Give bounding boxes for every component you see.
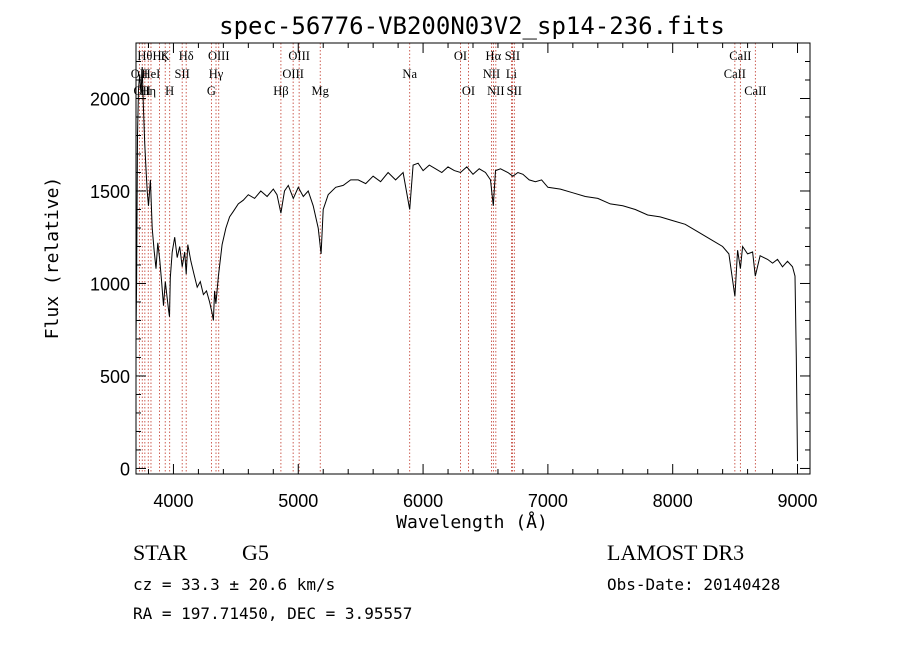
coords-text: RA = 197.71450, DEC = 3.95557 [133,604,412,623]
x-tick-label: 5000 [278,491,318,511]
x-tick-label: 6000 [403,491,443,511]
line-label: NII [487,84,504,98]
y-axis-ticks: 0 500 1000 1500 2000 [90,42,810,479]
line-label: Hγ [209,67,224,81]
line-label: Hα [486,49,502,63]
line-label: CaII [729,49,751,63]
chart-title: spec-56776-VB200N03V2_sp14-236.fits [219,12,725,40]
line-label: Mg [312,84,330,98]
line-label: Hβ [273,84,288,98]
x-tick-label: 8000 [653,491,693,511]
plot-frame [135,42,811,475]
redshift-text: cz = 33.3 ± 20.6 km/s [133,575,335,594]
line-label: Na [402,67,417,81]
line-label: SII [507,84,522,98]
line-label: OIII [288,49,310,63]
y-tick-label: 0 [120,459,130,479]
y-tick-label: 2000 [90,89,130,109]
line-label: G [207,84,216,98]
line-label: HeI [142,67,161,81]
line-label: CaII [744,84,766,98]
line-label: OI [462,84,475,98]
line-label: SII [505,49,520,63]
object-class: STAR [133,540,188,565]
x-tick-label: 9000 [777,491,817,511]
line-label: OI [454,49,467,63]
line-label: OIII [208,49,230,63]
obs-date-text: Obs-Date: 20140428 [607,575,780,594]
line-label: Hη [140,84,156,98]
spectral-line-markers [138,43,756,474]
spectrum-series-line [135,66,798,462]
line-label: OIII [282,67,304,81]
x-tick-label: 7000 [528,491,568,511]
line-label: OII [131,67,148,81]
survey-name: LAMOST DR3 [607,540,744,565]
line-label: Hζ [152,49,166,63]
y-tick-label: 500 [100,367,130,387]
x-axis-ticks: 4000 5000 6000 7000 8000 9000 [147,43,818,511]
line-label: NII [483,67,500,81]
line-label: Hθ [137,49,152,63]
y-axis-label: Flux (relative) [42,177,63,340]
line-label: CaII [724,67,746,81]
object-subclass: G5 [242,540,269,565]
x-axis-label: Wavelength (Å) [396,511,548,533]
y-tick-label: 1500 [90,182,130,202]
line-label: Hδ [179,49,194,63]
line-label: Li [506,67,518,81]
line-label: K [161,49,170,63]
x-tick-label: 4000 [153,491,193,511]
y-tick-label: 1000 [90,274,130,294]
spectral-line-labels: OIIOIIHθHηHeIHζKHSIIHδGHγOIIIHβOIIIOIIIM… [131,49,767,98]
line-label: SII [175,67,190,81]
line-label: H [165,84,174,98]
